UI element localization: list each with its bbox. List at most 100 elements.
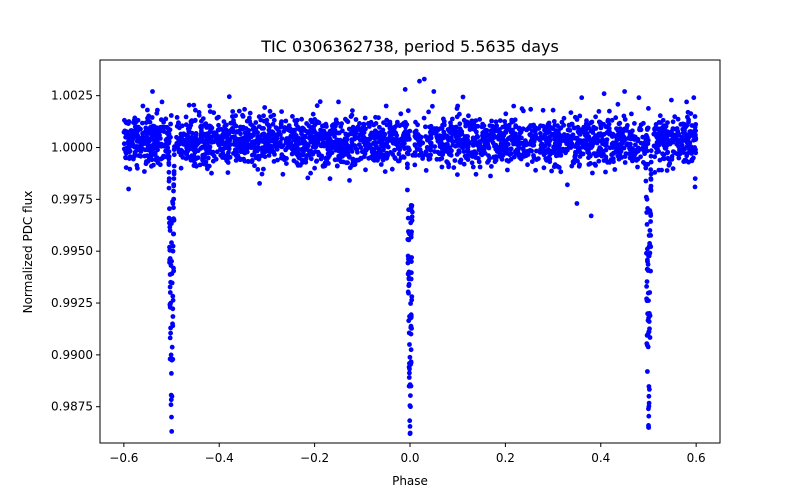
flux-data-point — [184, 151, 190, 157]
flux-data-point — [198, 146, 204, 151]
transit-data-point — [648, 167, 654, 173]
flux-data-point — [392, 124, 398, 130]
flux-data-point — [151, 162, 156, 168]
flux-data-point — [127, 154, 133, 160]
transit-data-point — [648, 219, 653, 224]
flux-data-point — [387, 119, 393, 125]
flux-data-point — [548, 151, 553, 157]
flux-data-point — [150, 123, 156, 129]
flux-data-point — [644, 133, 649, 138]
flux-data-point — [121, 146, 127, 152]
transit-data-point — [648, 153, 654, 159]
flux-data-point — [525, 126, 531, 132]
flux-data-point — [225, 170, 231, 176]
flux-data-point — [264, 134, 269, 139]
flux-data-point — [533, 167, 538, 173]
transit-data-point — [407, 418, 413, 424]
flux-data-point — [257, 139, 262, 144]
flux-data-point — [226, 94, 232, 100]
flux-data-point — [357, 126, 362, 132]
flux-data-point — [575, 124, 581, 130]
flux-data-point — [630, 128, 635, 134]
flux-data-point — [653, 145, 659, 151]
flux-data-point — [296, 155, 302, 160]
flux-data-point — [435, 149, 441, 155]
flux-data-point — [238, 124, 243, 130]
transit-data-point — [648, 159, 654, 165]
flux-data-point — [657, 126, 663, 132]
flux-data-point — [290, 133, 296, 139]
flux-data-point — [494, 123, 500, 129]
flux-data-point — [426, 109, 431, 115]
flux-data-point — [684, 140, 690, 145]
flux-data-point — [577, 113, 583, 119]
flux-data-point — [506, 158, 511, 164]
flux-data-point — [528, 106, 534, 112]
flux-data-point — [549, 133, 555, 138]
flux-data-point — [503, 111, 509, 117]
transit-data-point — [647, 326, 652, 332]
flux-data-point — [500, 153, 506, 158]
flux-data-point — [434, 126, 439, 131]
flux-data-point — [396, 146, 401, 151]
transit-data-point — [646, 400, 652, 406]
flux-data-point — [209, 170, 214, 176]
flux-data-point — [605, 125, 611, 130]
flux-data-point — [603, 169, 608, 175]
flux-data-point — [310, 111, 316, 117]
flux-data-point — [167, 228, 173, 233]
transit-data-point — [166, 156, 172, 162]
flux-data-point — [502, 140, 508, 146]
flux-data-point — [617, 120, 623, 126]
chart-title: TIC 0306362738, period 5.5635 days — [260, 37, 559, 56]
flux-data-point — [240, 114, 246, 119]
flux-data-point — [250, 127, 256, 132]
flux-data-point — [376, 115, 381, 121]
flux-data-point — [193, 131, 199, 136]
flux-data-point — [185, 135, 191, 141]
flux-data-point — [205, 166, 210, 172]
flux-data-point — [295, 161, 301, 167]
y-tick-label: 0.9950 — [51, 244, 93, 258]
flux-data-point — [670, 166, 676, 172]
transit-data-point — [171, 265, 176, 271]
flux-data-point — [131, 120, 136, 125]
flux-data-point — [609, 141, 615, 147]
flux-data-point — [488, 173, 493, 179]
flux-data-point — [407, 342, 412, 347]
transit-data-point — [404, 161, 410, 167]
flux-data-point — [301, 126, 307, 132]
flux-data-point — [604, 137, 609, 143]
flux-data-point — [247, 110, 253, 116]
transit-data-point — [170, 314, 176, 319]
y-tick-label: 1.0000 — [51, 141, 93, 155]
flux-data-point — [374, 154, 380, 160]
flux-data-point — [465, 149, 471, 155]
flux-data-point — [632, 121, 637, 126]
transit-data-point — [170, 199, 175, 205]
flux-data-point — [277, 139, 283, 145]
flux-data-point — [279, 109, 284, 114]
flux-data-point — [279, 144, 285, 150]
flux-data-point — [327, 143, 333, 149]
flux-data-point — [543, 135, 549, 141]
flux-data-point — [262, 149, 268, 155]
flux-data-point — [304, 121, 309, 126]
flux-data-point — [629, 111, 634, 117]
flux-data-point — [547, 159, 553, 165]
flux-data-point — [444, 135, 450, 141]
flux-data-point — [126, 186, 131, 192]
transit-data-point — [645, 206, 650, 211]
flux-data-point — [246, 127, 252, 133]
flux-data-point — [583, 125, 588, 130]
flux-data-point — [398, 155, 404, 161]
flux-data-point — [372, 128, 378, 134]
flux-data-point — [168, 121, 174, 127]
flux-data-point — [424, 145, 430, 150]
flux-data-point — [350, 124, 356, 130]
y-tick-label: 0.9875 — [51, 400, 93, 414]
flux-data-point — [690, 147, 696, 153]
flux-data-point — [616, 156, 622, 162]
flux-data-point — [203, 121, 209, 127]
flux-data-point — [479, 124, 485, 130]
